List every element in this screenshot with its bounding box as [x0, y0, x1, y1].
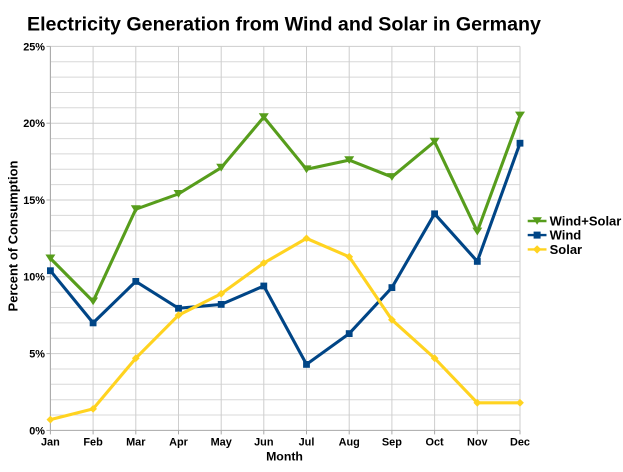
svg-text:Feb: Feb: [83, 436, 103, 448]
svg-text:May: May: [211, 436, 232, 448]
svg-text:Wind+Solar: Wind+Solar: [550, 214, 622, 229]
svg-text:Solar: Solar: [550, 242, 583, 257]
svg-text:25%: 25%: [23, 41, 45, 53]
svg-text:0%: 0%: [29, 425, 45, 437]
svg-text:5%: 5%: [29, 349, 45, 361]
svg-text:Percent of Consumption: Percent of Consumption: [6, 160, 21, 311]
svg-text:Apr: Apr: [169, 436, 189, 448]
svg-text:Jun: Jun: [254, 436, 273, 448]
svg-text:10%: 10%: [23, 272, 45, 284]
svg-text:Jan: Jan: [41, 436, 60, 448]
svg-text:Wind: Wind: [550, 228, 582, 243]
svg-text:15%: 15%: [23, 195, 45, 207]
svg-text:Oct: Oct: [426, 436, 445, 448]
svg-text:Sep: Sep: [382, 436, 402, 448]
svg-text:Jul: Jul: [299, 436, 315, 448]
svg-text:Dec: Dec: [510, 436, 530, 448]
svg-text:Nov: Nov: [467, 436, 489, 448]
svg-text:Electricity Generation from Wi: Electricity Generation from Wind and Sol…: [27, 13, 541, 35]
svg-text:Mar: Mar: [126, 436, 146, 448]
svg-text:Month: Month: [266, 449, 303, 463]
svg-text:Aug: Aug: [339, 436, 360, 448]
svg-text:20%: 20%: [23, 118, 45, 130]
